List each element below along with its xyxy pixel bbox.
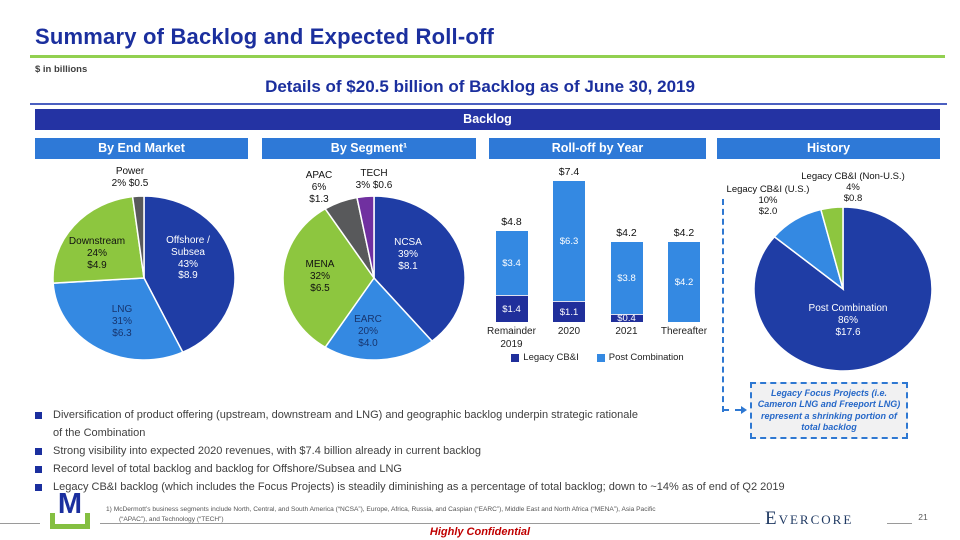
page-number: 21: [918, 512, 928, 522]
title-underline: [30, 55, 945, 58]
pie-slice-earc: [324, 276, 434, 361]
bar-segment-legacy-cb-i: $1.4: [495, 295, 528, 322]
pie-label-earc: EARC 20% $4.0: [354, 314, 382, 349]
bar-segment-post-combination: $4.2: [668, 242, 700, 322]
bar-total-label: $4.2: [673, 227, 695, 240]
bar-total-label: $7.4: [558, 166, 580, 179]
logo-m-letter: M: [57, 488, 83, 520]
backlog-banner: Backlog: [35, 109, 940, 130]
pie-slice-offshore-subsea: [143, 195, 236, 354]
list-item: Diversification of product offering (ups…: [35, 406, 915, 442]
panel-header-rolloff-by-year: Roll-off by Year: [489, 138, 706, 159]
legend-label: Legacy CB&I: [523, 352, 579, 363]
bullet-square-icon: [35, 466, 42, 473]
pie-label-tech: TECH 3% $0.6: [355, 168, 393, 191]
bar-2021: $3.8 $0.4 $4.2: [610, 227, 643, 324]
history-dashed-bracket: [722, 199, 724, 412]
pie-label-downstream: Downstream 24% $4.9: [68, 236, 126, 271]
list-item: Strong visibility into expected 2020 rev…: [35, 442, 915, 460]
pie-chart-by-segment: [282, 195, 466, 361]
pie-slice-tech: [356, 195, 375, 279]
bullet-text: Record level of total backlog and backlo…: [53, 463, 402, 475]
bar-category-label: Remainder 2019: [487, 326, 536, 350]
footer-rule: [887, 523, 912, 524]
list-item: Record level of total backlog and backlo…: [35, 460, 915, 478]
footer-rule: [100, 523, 760, 524]
pie-chart-history: [753, 206, 933, 372]
bar-thereafter: $4.2 $4.2: [668, 227, 700, 322]
pie-slice-legacy-cb-i-non-u-s: [819, 206, 844, 290]
pie-slice-downstream: [52, 195, 145, 284]
bullet-text: Diversification of product offering (ups…: [53, 409, 638, 439]
bar-segment-post-combination: $3.8: [610, 242, 643, 315]
pie-label-power: Power 2% $0.5: [111, 166, 149, 189]
bar-total-label: $4.8: [501, 215, 522, 228]
panel-header-by-segment: By Segment¹: [262, 138, 476, 159]
key-points-list: Diversification of product offering (ups…: [35, 406, 915, 496]
confidential-stamp: Highly Confidential: [429, 526, 531, 538]
panel-header-by-end-market: By End Market: [35, 138, 248, 159]
bullet-text: Strong visibility into expected 2020 rev…: [53, 445, 482, 457]
pie-slice-mena: [282, 207, 375, 349]
callout-arrow-icon: [741, 406, 747, 414]
legend-item-legacy-cb-i: Legacy CB&I: [511, 352, 579, 363]
pie-slice-lng: [52, 277, 184, 361]
pie-label-apac: APAC 6% $1.3: [305, 170, 333, 205]
heading-rule: [30, 103, 947, 105]
bar-category-label: 2020: [557, 326, 581, 337]
bullet-square-icon: [35, 448, 42, 455]
bar-remainder-2019: $3.4 $1.4 $4.8: [495, 216, 528, 322]
bullet-square-icon: [35, 412, 42, 419]
bar-segment-legacy-cb-i: $1.1: [553, 301, 585, 322]
pie-label-offshore-subsea: Offshore / Subsea 43% $8.9: [166, 235, 210, 282]
bar-segment-post-combination: $3.4: [495, 230, 528, 296]
pie-label-post-combination: Post Combination 86% $17.6: [808, 303, 888, 338]
footnote: 1) McDermott’s business segments include…: [106, 505, 656, 524]
bar-2020: $6.3 $1.1 $7.4: [553, 166, 585, 322]
bar-legend: Legacy CB&I Post Combination: [489, 352, 706, 363]
stacked-bar-chart-rolloff: $3.4 $1.4 $4.8 Remainder 2019 $6.3 $1.1 $7.4 20…: [487, 163, 707, 370]
page-title: Summary of Backlog and Expected Roll-off: [35, 24, 495, 49]
focus-projects-callout: Legacy Focus Projects (i.e. Cameron LNG …: [750, 382, 908, 439]
legend-swatch-icon: [596, 353, 605, 362]
subtitle-heading: Details of $20.5 billion of Backlog as o…: [265, 77, 695, 96]
footer-rule: [0, 523, 40, 524]
bar-total-label: $4.2: [616, 227, 637, 240]
pie-slice-ncsa: [373, 195, 466, 343]
legend-item-post-combination: Post Combination: [596, 352, 684, 363]
pie-slice-power: [131, 195, 145, 279]
pie-label-mena: MENA 32% $6.5: [305, 259, 335, 294]
pie-label-legacy-us: Legacy CB&I (U.S.) 10% $2.0: [726, 184, 810, 218]
units-label: $ in billions: [35, 64, 88, 75]
panel-header-history: History: [717, 138, 940, 159]
footnote-line-2: (“APAC”), and Technology (“TECH”): [119, 515, 224, 523]
logo-green-bracket-icon: [50, 513, 90, 529]
bar-segment-legacy-cb-i: $0.4: [610, 313, 643, 324]
legend-swatch-icon: [511, 353, 520, 362]
bullet-square-icon: [35, 484, 42, 491]
mcdermott-logo: M: [48, 488, 92, 534]
bar-category-label: 2021: [615, 326, 638, 337]
legend-label: Post Combination: [608, 352, 684, 363]
evercore-wordmark: Evercore: [765, 508, 854, 529]
pie-label-lng: LNG 31% $6.3: [111, 304, 133, 339]
pie-chart-by-end-market: [52, 195, 236, 361]
callout-connector-line: [723, 409, 741, 411]
list-item: Legacy CB&I backlog (which includes the …: [35, 478, 915, 496]
footnote-line-1: 1) McDermott’s business segments include…: [106, 506, 656, 513]
pie-label-legacy-non-us: Legacy CB&I (Non-U.S.) 4% $0.8: [801, 171, 905, 205]
bar-category-label: Thereafter: [660, 326, 708, 337]
pie-label-ncsa: NCSA 39% $8.1: [394, 237, 422, 272]
bar-segment-post-combination: $6.3: [553, 181, 585, 302]
bullet-text: Legacy CB&I backlog (which includes the …: [53, 481, 785, 493]
